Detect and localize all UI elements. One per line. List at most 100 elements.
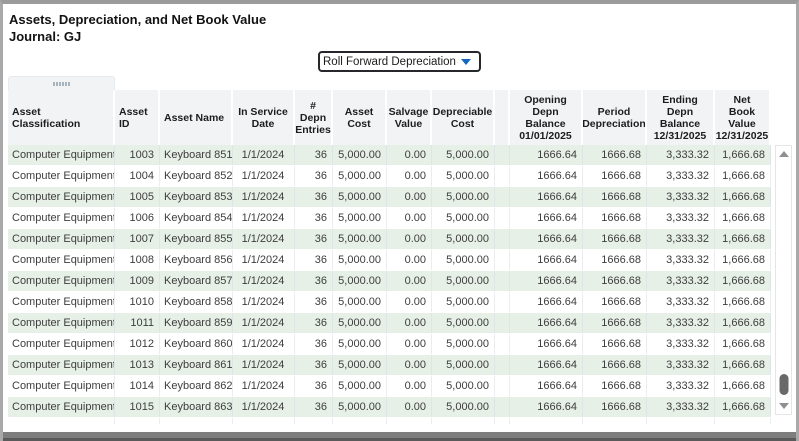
table-cell-asset-cost: 5,000.00 [333,292,387,312]
report-type-dropdown-value: Roll Forward Depreciation [323,55,456,68]
table-cell-net-book-value: 1,666.68 [715,250,771,270]
column-header-ending-depn-balance: Ending Depn Balance 12/31/2025 [647,90,715,145]
table-cell-in-service-date: 1/1/2024 [233,355,295,375]
table-cell-asset-cost: 5,000.00 [333,376,387,396]
table-cell-spacer [495,292,510,312]
report-type-dropdown[interactable]: Roll Forward Depreciation [318,51,481,72]
table-cell-asset-cost: 5,000.00 [333,166,387,186]
table-cell-opening-depn-balance: 1666.64 [510,187,583,207]
table-cell-net-book-value: 1,666.68 [715,271,771,291]
table-cell-depn-entries: 36 [295,145,333,165]
table-cell-spacer [495,418,510,424]
table-cell-asset-cost: 5,000.00 [333,313,387,333]
table-cell-ending-depn-balance: 3,333.32 [647,313,715,333]
table-cell-period-depreciation: 1666.68 [583,334,647,354]
table-cell-salvage-value: 0.00 [387,292,432,312]
table-cell-ending-depn-balance: 3,333.32 [647,376,715,396]
table-cell-spacer [495,376,510,396]
column-header-opening-depn-balance: Opening Depn Balance 01/01/2025 [510,90,583,145]
table-cell-asset-classification: Computer Equipment [8,250,115,270]
table-cell-asset-id: 1012 [115,334,160,354]
table-cell-ending-depn-balance: 3,333.32 [647,166,715,186]
table-cell-opening-depn-balance: 1666.64 [510,271,583,291]
scrollbar-down-icon[interactable] [778,403,789,409]
table-cell-salvage-value: 0.00 [387,334,432,354]
table-cell-asset-cost: 5,000.00 [333,355,387,375]
table-cell-depreciable-cost: 5,000.00 [432,250,495,270]
journal-subtitle: Journal: GJ [9,29,82,44]
table-cell-asset-classification: Computer Equipment [8,166,115,186]
table-cell-depreciable-cost: 5,000.00 [432,334,495,354]
scrollbar-up-icon[interactable] [778,151,789,157]
table-cell-asset-name: Keyboard 853 [160,187,233,207]
vertical-scrollbar[interactable] [775,145,792,415]
table-cell-spacer [495,187,510,207]
table-cell-asset-id: 1004 [115,166,160,186]
table-cell-depreciable-cost: 5,000.00 [432,145,495,165]
table-cell-net-book-value: 1,666.68 [715,166,771,186]
table-cell-asset-name: Keyboard 859 [160,313,233,333]
table-cell-salvage-value: 0.00 [387,187,432,207]
table-cell-asset-name: Keyboard 860 [160,334,233,354]
table-cell-depn-entries: 36 [295,229,333,249]
table-cell-asset-cost: 5,000.00 [333,397,387,417]
table-cell-opening-depn-balance: 1666.64 [510,166,583,186]
table-cell-asset-id: 1009 [115,271,160,291]
table-cell-net-book-value: 1,666.68 [715,334,771,354]
table-cell-asset-name: Keyboard 862 [160,376,233,396]
table-cell-spacer [495,208,510,228]
table-cell-asset-classification: Computer Equipment [8,271,115,291]
table-cell-net-book-value: 1,666.68 [715,208,771,228]
table-cell-salvage-value: 0.00 [387,208,432,228]
table-cell-asset-name [160,418,233,424]
table-cell-asset-name: Keyboard 861 [160,355,233,375]
column-header-asset-classification: Asset Classification [8,90,115,145]
table-cell-asset-classification: Computer Equipment [8,229,115,249]
table-cell-period-depreciation: 1666.68 [583,376,647,396]
table-cell-in-service-date: 1/1/2024 [233,334,295,354]
table-cell-asset-id [115,418,160,424]
table-cell-period-depreciation: 1666.68 [583,250,647,270]
table-cell-opening-depn-balance: 1666.64 [510,334,583,354]
table-cell-asset-id: 1003 [115,145,160,165]
table-cell-opening-depn-balance: 1666.64 [510,208,583,228]
table-cell-salvage-value: 0.00 [387,313,432,333]
table-cell-asset-classification [8,418,115,424]
table-cell-asset-id: 1013 [115,355,160,375]
table-cell-asset-cost: 5,000.00 [333,187,387,207]
table-cell-depn-entries: 36 [295,334,333,354]
table-cell-period-depreciation: 1666.68 [583,145,647,165]
table-row: Computer Equipment 1015 Keyboard 863 1/1/20… [8,397,771,418]
scrollbar-thumb[interactable] [779,374,788,395]
table-cell-asset-id: 1007 [115,229,160,249]
table-cell-salvage-value: 0.00 [387,376,432,396]
table-cell-depreciable-cost: 5,000.00 [432,187,495,207]
table-cell-asset-id: 1011 [115,313,160,333]
table-cell-asset-name: Keyboard 863 [160,397,233,417]
table-cell-depn-entries: 36 [295,187,333,207]
table-cell-depn-entries: 36 [295,292,333,312]
table-cell-opening-depn-balance: 1666.64 [510,397,583,417]
table-cell-salvage-value: 0.00 [387,229,432,249]
table-cell-period-depreciation: 1666.68 [583,229,647,249]
column-header-depn-entries: # Depn Entries [295,90,333,145]
table-cell-in-service-date: 1/1/2024 [233,376,295,396]
table-cell-depreciable-cost: 5,000.00 [432,292,495,312]
table-cell-period-depreciation: 1666.68 [583,313,647,333]
table-cell-asset-classification: Computer Equipment [8,208,115,228]
column-drag-tab[interactable] [8,76,115,90]
table-cell-in-service-date: 1/1/2024 [233,208,295,228]
table-cell-salvage-value: 0.00 [387,166,432,186]
table-cell-ending-depn-balance: 3,333.32 [647,250,715,270]
table-cell-opening-depn-balance: 1666.64 [510,292,583,312]
drag-handle-dots-icon [52,81,71,86]
table-cell-asset-id: 1015 [115,397,160,417]
table-cell-asset-cost: 5,000.00 [333,271,387,291]
table-cell-asset-cost: 5,000.00 [333,334,387,354]
table-cell-period-depreciation: 1666.68 [583,397,647,417]
table-cell-spacer [495,271,510,291]
table-cell-in-service-date: 1/1/2024 [233,250,295,270]
table-cell-asset-classification: Computer Equipment [8,313,115,333]
table-cell-asset-classification: Computer Equipment [8,397,115,417]
